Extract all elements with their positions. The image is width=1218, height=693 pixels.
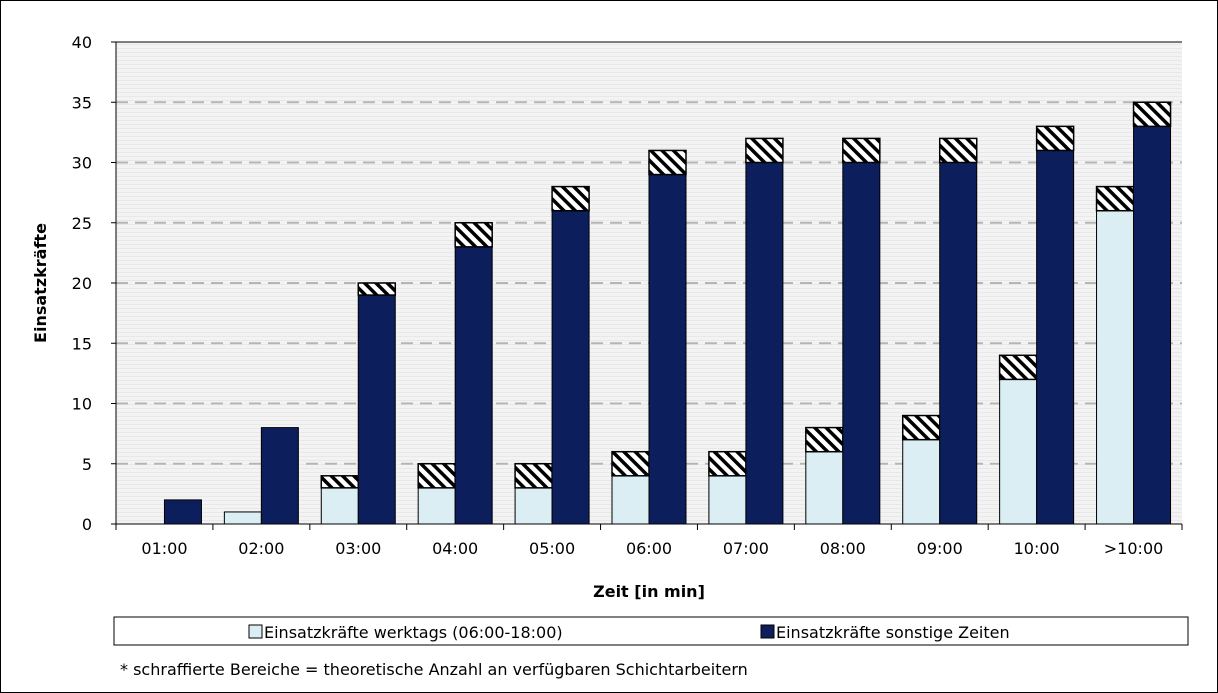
y-tick-label: 40 bbox=[72, 33, 92, 52]
bar-hatched-werktags bbox=[611, 450, 650, 477]
y-tick-label: 15 bbox=[72, 334, 92, 353]
bar-werktags bbox=[611, 475, 650, 525]
x-tick-label: 04:00 bbox=[432, 539, 478, 558]
bar-hatched-sonstige bbox=[357, 282, 397, 296]
y-tick-label: 30 bbox=[72, 154, 92, 173]
bar-hatched-werktags bbox=[805, 426, 844, 453]
y-tick-label: 20 bbox=[72, 274, 92, 293]
y-tick-label: 35 bbox=[72, 93, 92, 112]
bar-hatched-sonstige bbox=[745, 137, 784, 164]
y-axis-title: Einsatzkräfte bbox=[31, 223, 50, 343]
legend-label-sonstige: Einsatzkräfte sonstige Zeiten bbox=[776, 623, 1010, 642]
x-tick-label: 09:00 bbox=[917, 539, 963, 558]
legend-label-werktags: Einsatzkräfte werktags (06:00-18:00) bbox=[264, 623, 563, 642]
bar-hatched-werktags bbox=[998, 354, 1038, 381]
legend-swatch-sonstige bbox=[760, 624, 775, 639]
legend: Einsatzkräfte werktags (06:00-18:00) Ein… bbox=[113, 616, 1189, 646]
bar-werktags bbox=[417, 487, 456, 525]
bar-hatched-werktags bbox=[901, 414, 941, 441]
bar-hatched-werktags bbox=[320, 475, 360, 489]
bar-sonstige bbox=[1036, 149, 1075, 525]
bar-sonstige bbox=[454, 246, 493, 525]
bar-werktags bbox=[805, 451, 844, 525]
bar-hatched-sonstige bbox=[648, 149, 687, 176]
bar-hatched-sonstige bbox=[842, 137, 881, 164]
bar-sonstige bbox=[648, 174, 687, 525]
x-tick-label: 01:00 bbox=[141, 539, 187, 558]
y-tick-label: 5 bbox=[82, 455, 92, 474]
x-tick-label: 03:00 bbox=[335, 539, 381, 558]
bar-werktags bbox=[902, 439, 941, 525]
x-tick-label: 10:00 bbox=[1014, 539, 1060, 558]
y-tick-label: 25 bbox=[72, 214, 92, 233]
x-tick-label: 07:00 bbox=[723, 539, 769, 558]
bar-werktags bbox=[1096, 210, 1135, 525]
bar-werktags bbox=[514, 487, 553, 525]
bar-werktags bbox=[999, 378, 1038, 525]
bar-sonstige bbox=[260, 427, 299, 525]
bar-hatched-sonstige bbox=[454, 222, 493, 248]
bar-sonstige bbox=[939, 162, 978, 525]
x-axis-ticks: 01:00 02:00 03:00 04:00 05:00 06:00 07:00 08:00… bbox=[115, 524, 1183, 558]
legend-box bbox=[113, 616, 1189, 646]
bars bbox=[163, 101, 1172, 525]
x-tick-label: 05:00 bbox=[529, 539, 575, 558]
y-tick-label: 10 bbox=[72, 395, 92, 414]
legend-swatch-werktags bbox=[248, 624, 263, 639]
x-tick-label: 06:00 bbox=[626, 539, 672, 558]
bar-sonstige bbox=[357, 294, 396, 525]
bar-sonstige bbox=[1133, 125, 1172, 525]
bar-hatched-werktags bbox=[514, 463, 553, 489]
bar-werktags bbox=[320, 487, 359, 525]
x-tick-label: >10:00 bbox=[1104, 539, 1164, 558]
x-tick-label: 02:00 bbox=[238, 539, 284, 558]
bar-hatched-sonstige bbox=[551, 185, 590, 212]
bar-werktags bbox=[708, 475, 747, 525]
bar-hatched-sonstige bbox=[938, 137, 978, 164]
x-axis-title: Zeit [in min] bbox=[593, 582, 705, 601]
x-tick-label: 08:00 bbox=[820, 539, 866, 558]
y-axis-ticks: 0 5 10 15 20 25 30 35 40 bbox=[72, 33, 116, 534]
bar-sonstige bbox=[842, 162, 881, 525]
footnote: * schraffierte Bereiche = theoretische A… bbox=[120, 660, 748, 679]
bar-hatched-werktags bbox=[417, 463, 456, 489]
bar-hatched-sonstige bbox=[1035, 125, 1075, 152]
bar-sonstige bbox=[745, 162, 784, 525]
bar-sonstige bbox=[163, 499, 202, 525]
bar-werktags bbox=[223, 511, 262, 525]
bar-hatched-werktags bbox=[708, 450, 747, 477]
bar-hatched-werktags bbox=[1095, 185, 1135, 212]
y-tick-label: 0 bbox=[82, 515, 92, 534]
bar-sonstige bbox=[551, 210, 590, 525]
bar-hatched-sonstige bbox=[1132, 101, 1172, 128]
